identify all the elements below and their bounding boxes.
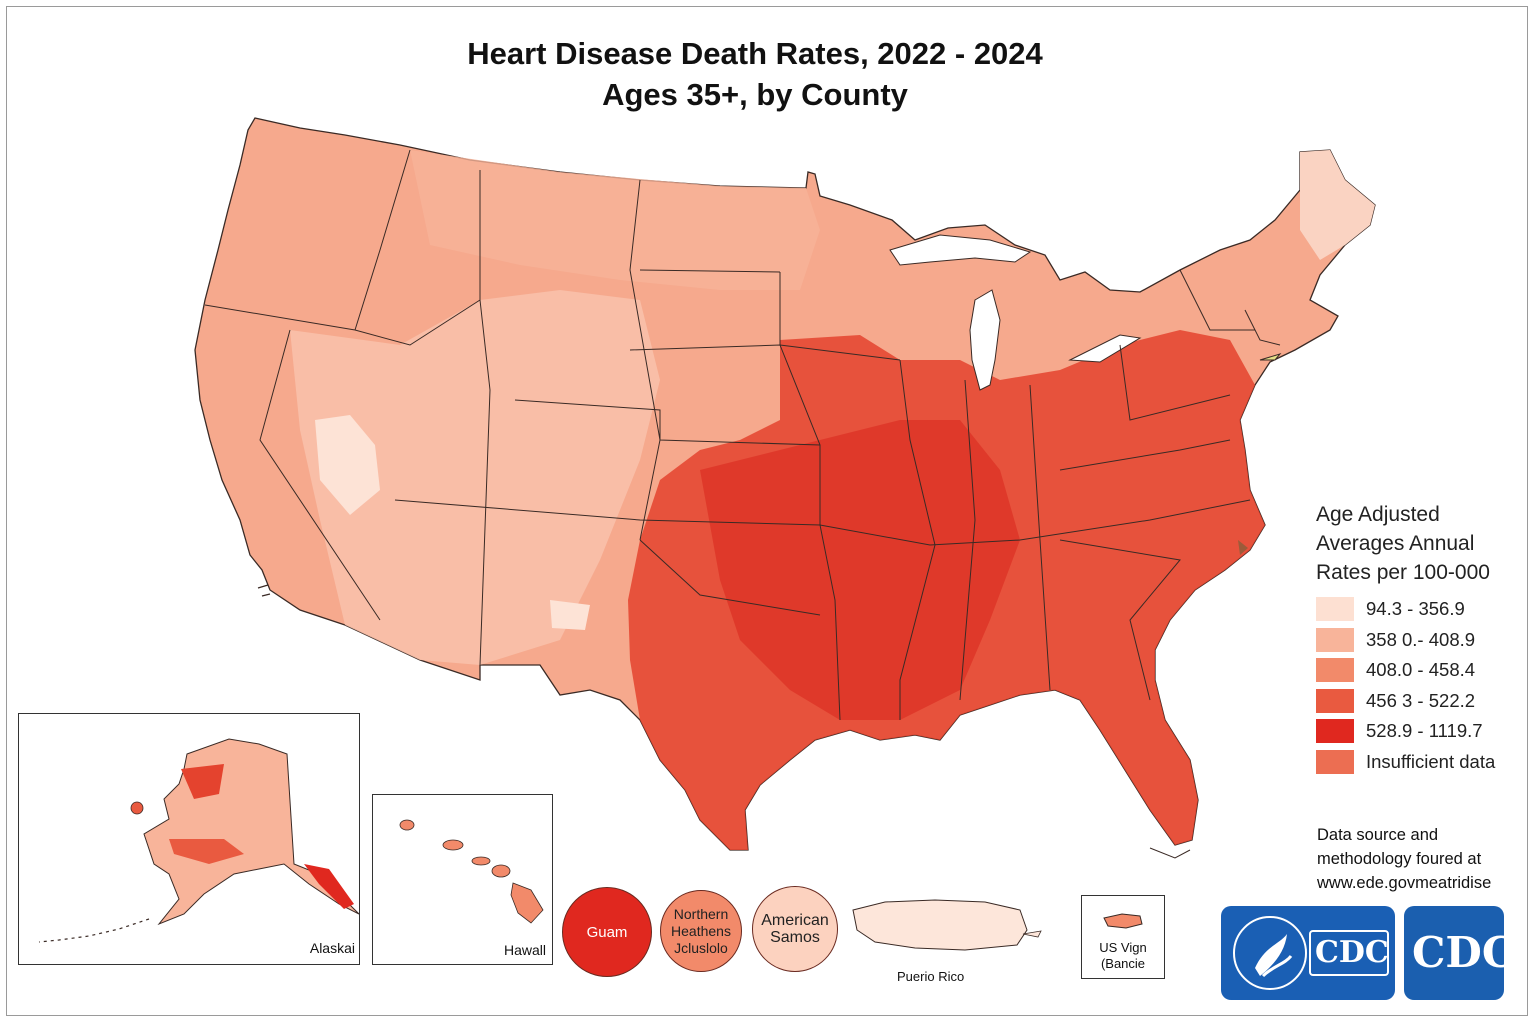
lake-erie — [1068, 334, 1142, 363]
guam-label: Guam — [586, 923, 628, 941]
source-url[interactable]: www.ede.govmeatridise — [1317, 874, 1492, 892]
legend-swatch — [1316, 749, 1354, 774]
florida-keys — [1149, 847, 1191, 859]
mountain-west-light-region — [290, 290, 660, 665]
lake-superior — [889, 234, 1032, 266]
oahu-island — [442, 839, 464, 851]
big-island — [510, 882, 544, 924]
alaska-panhandle — [304, 864, 354, 909]
legend-label: Insufficient data — [1366, 750, 1496, 772]
channel-islands — [257, 584, 271, 597]
legend-swatch — [1316, 627, 1354, 652]
data-source-note: Data source and methodology foured at ww… — [1317, 823, 1532, 895]
alaska-label: Alaskai — [309, 940, 355, 956]
virgin-islands-shape[interactable] — [1082, 902, 1164, 942]
hhs-cdc-logo[interactable]: CDC — [1221, 906, 1395, 1000]
northern-plains-light-region — [410, 150, 820, 290]
guam-circle[interactable]: Guam — [562, 887, 652, 977]
legend-swatch — [1316, 688, 1354, 713]
molokai-island — [471, 856, 491, 866]
map-frame — [6, 6, 1528, 1016]
alaska-inset: Alaskai — [18, 713, 360, 965]
state-boundaries — [204, 149, 1281, 721]
alaska-dark-patch-south — [169, 839, 244, 864]
virgin-islands-inset: US Vign (Bancie — [1081, 895, 1165, 979]
maui-island — [491, 864, 511, 878]
legend-title: Age Adjusted Averages Annual Rates per 1… — [1316, 503, 1490, 584]
northern-mariana-circle[interactable]: Northern Heathens Jcluslolo — [660, 890, 742, 972]
alaska-shape — [38, 738, 359, 943]
kauai-island — [399, 819, 415, 831]
hhs-eagle-icon — [1233, 916, 1307, 990]
virgin-islands-label: US Vign (Bancie — [1099, 940, 1147, 971]
puerto-rico-shape[interactable] — [845, 890, 1055, 970]
nevada-light-patch — [315, 415, 380, 515]
alaska-mainland[interactable] — [143, 738, 359, 926]
long-island — [1259, 353, 1282, 361]
puerto-rico-label: Puerio Rico — [897, 969, 965, 984]
legend-label: 528.9 - 1119.7 — [1366, 720, 1483, 741]
legend-label: 456 3 - 522.2 — [1366, 689, 1476, 711]
hawaii-shape — [399, 819, 544, 924]
maine-light-patch — [1300, 150, 1375, 260]
alaska-island-st-lawrence — [130, 801, 144, 815]
new-mexico-light-patch — [550, 600, 590, 630]
legend-swatch — [1316, 719, 1354, 743]
lake-michigan — [969, 289, 1001, 391]
northern-mariana-label: Northern Heathens Jcluslolo — [671, 905, 731, 956]
hawaii-inset: Hawall — [372, 794, 553, 965]
south-central-core — [700, 420, 1020, 720]
american-samoa-circle[interactable]: American Samos — [752, 886, 838, 972]
legend-label: 408.0 - 458.4 — [1366, 659, 1476, 680]
cdc-box-icon: CDC — [1309, 930, 1389, 976]
map-subtitle: Ages 35+, by County — [602, 77, 908, 112]
map-title: Heart Disease Death Rates, 2022 - 2024 — [467, 36, 1043, 71]
legend-label: 94.3 - 356.9 — [1366, 598, 1465, 619]
legend-swatch — [1316, 658, 1354, 682]
legend-swatch — [1316, 597, 1354, 621]
cdc-logo[interactable]: CDC — [1404, 906, 1515, 1000]
aleutian-islands — [38, 918, 150, 943]
hawaii-label: Hawall — [503, 942, 546, 958]
alaska-dark-patch-north — [181, 764, 224, 799]
outer-banks-patch — [1238, 540, 1248, 555]
american-samoa-label: American Samos — [761, 912, 829, 946]
legend-label: 358 0.- 408.9 — [1366, 628, 1476, 650]
legend: Age Adjusted Averages Annual Rates per 1… — [1316, 500, 1526, 774]
